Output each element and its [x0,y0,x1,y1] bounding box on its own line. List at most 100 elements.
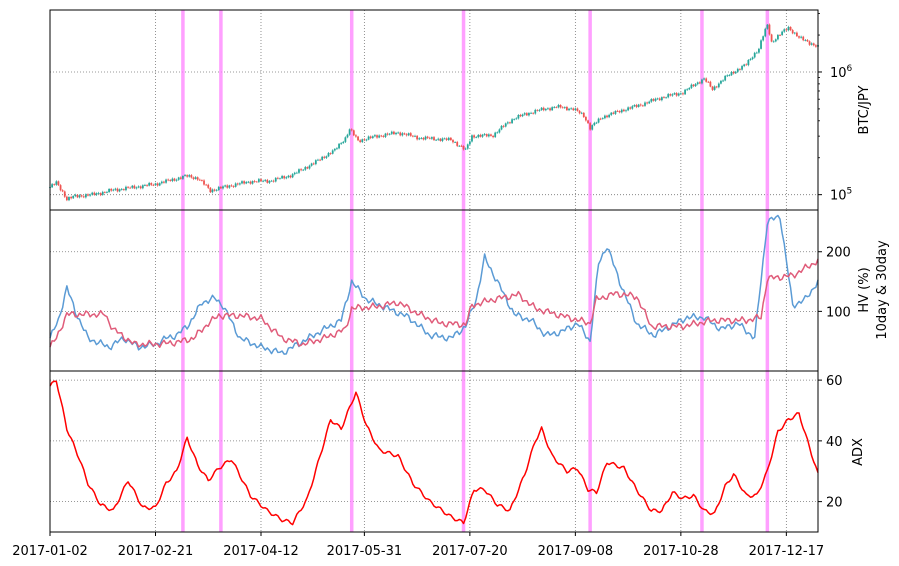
candle-body [701,79,703,84]
candle-body [787,26,790,31]
candle-body [302,169,305,171]
candle-body [348,129,351,135]
candle-body [194,177,197,179]
candle-body [298,169,300,173]
candle-body [808,41,811,45]
candle-body [407,133,410,136]
candle-body [160,181,163,184]
candle-body [344,137,347,142]
candle-body [557,105,560,108]
candle-body [502,125,505,127]
series-line [49,258,819,349]
candle-body [633,105,636,107]
candle-body [781,31,784,36]
candle-body [753,52,756,58]
candle-body [458,145,461,147]
candle-body [487,134,490,137]
candle-body [371,136,374,138]
candle-body [745,64,748,66]
candle-body [167,179,170,181]
candle-body [319,159,321,161]
panel-frame [49,370,819,533]
candle-body [293,172,296,175]
adx-panel: 20 40 60 ADX [49,371,866,532]
price-ylabel: BTC/JPY [857,86,872,135]
candle-body [220,186,222,189]
candle-body [272,180,275,182]
candle-body [405,134,408,136]
candle-body [156,183,159,186]
candle-body [306,167,309,169]
candle-body [758,48,760,53]
candle-body [722,80,724,82]
candle-body [403,133,406,135]
candle-body [211,189,214,193]
candle-body [209,187,212,193]
candle-body [785,29,788,31]
candle-body [382,135,385,137]
candle-body [532,112,535,114]
y-tick-label: 40 [826,435,843,450]
candle-body [365,139,368,141]
candle-body [152,184,155,186]
candle-body [103,191,106,193]
candle-body [308,165,311,169]
candle-body [620,109,623,113]
candle-body [129,187,132,189]
candle-body [717,83,720,88]
candle-body [163,181,165,183]
candle-body [378,135,381,138]
candle-body [437,138,440,140]
candle-body [515,118,518,120]
candle-body [430,137,433,139]
candle-body [310,163,313,166]
candle-body [555,107,558,108]
candle-body [203,180,205,185]
candle-body [665,97,667,99]
candle-body [519,114,522,117]
candle-body [198,179,201,181]
candle-body [112,189,115,191]
x-tick-label: 2017-12-17 [749,544,825,559]
candle-body [215,189,218,191]
candle-body [205,184,208,186]
candle-body [268,181,271,183]
candle-body [576,108,579,111]
candle-body [158,183,161,186]
candle-body [766,24,769,29]
candle-body [340,143,343,144]
candle-body [585,117,587,121]
candle-body [127,186,129,188]
candle-body [498,129,501,133]
x-tick-label: 2017-07-20 [432,544,508,559]
candle-body [473,135,475,138]
candle-body [148,183,151,186]
series-line [49,214,819,355]
candle-body [675,93,678,96]
candle-body [449,137,452,141]
candle-body [279,178,281,180]
candle-body [669,94,672,96]
candle-body [800,36,803,38]
candle-body [610,112,613,115]
candle-body [696,82,699,85]
candle-body [779,35,781,36]
candle-body [186,175,189,177]
candle-body [125,186,127,191]
candle-body [236,183,239,185]
candle-body [435,139,438,141]
candle-body [122,189,125,191]
candle-body [439,138,442,141]
candle-body [82,196,85,198]
candle-body [226,185,229,188]
candle-body [397,132,400,134]
candle-body [424,136,427,140]
candle-body [137,186,140,188]
candle-body [544,108,547,111]
candle-body [393,131,395,135]
candle-body [270,180,273,182]
candle-body [363,139,366,141]
candle-body [171,178,174,181]
candle-body [291,174,294,178]
candle-body [412,135,414,137]
